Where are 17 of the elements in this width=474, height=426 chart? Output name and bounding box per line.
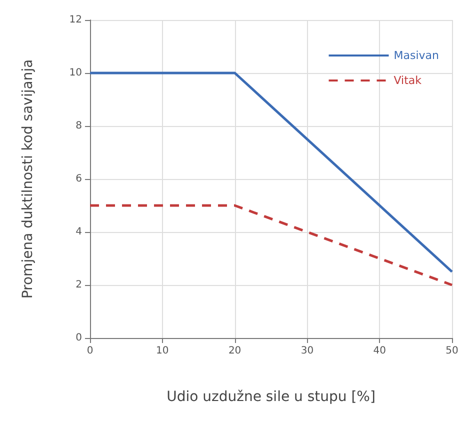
y-axis-title: Promjena duktilnosti kod savijanja [20, 59, 36, 299]
x-axis-title: Udio uzdužne sile u stupu [%] [166, 389, 376, 405]
y-tick-label: 2 [76, 280, 82, 290]
y-tick-label: 10 [69, 68, 82, 78]
y-tick-label: 12 [69, 14, 82, 26]
y-tick-label: 8 [76, 120, 82, 132]
x-tick-label: 30 [300, 346, 314, 356]
text: Masivan [394, 49, 440, 62]
y-tick-label: 6 [76, 174, 82, 184]
x-tick-label: 10 [156, 346, 169, 356]
x-tick-label: 20 [228, 346, 242, 356]
y-tick-label: 4 [76, 226, 82, 238]
y-tick-label: 0 [76, 332, 82, 344]
x-tick-label: 0 [86, 346, 94, 356]
text: Vitak [394, 74, 422, 87]
x-tick-label: 50 [446, 346, 458, 356]
x-tick-label: 40 [373, 346, 386, 356]
